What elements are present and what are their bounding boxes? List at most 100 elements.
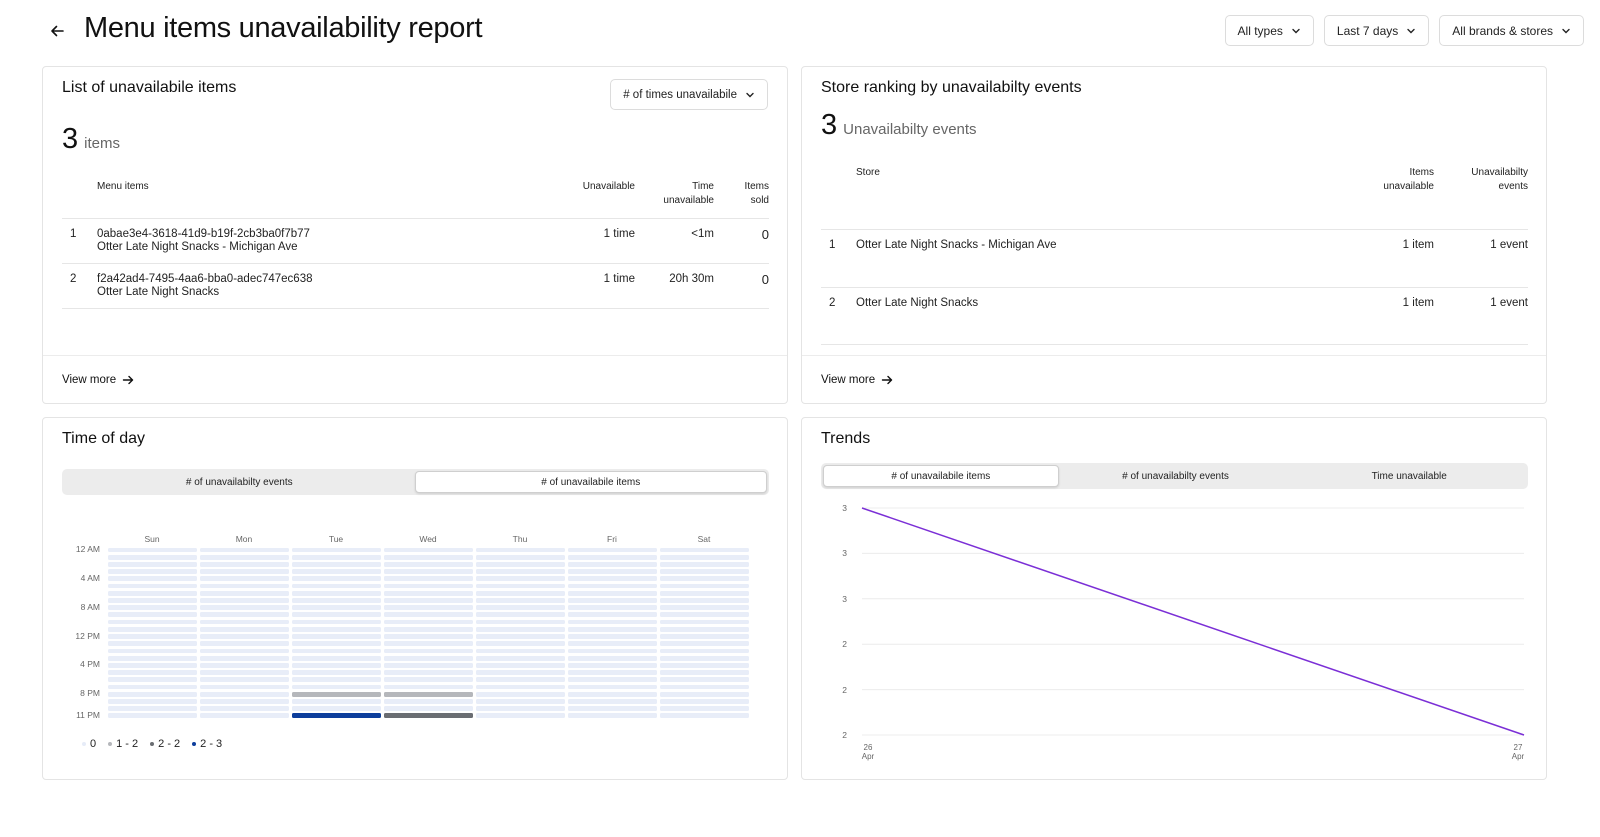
heatmap-cell[interactable] — [200, 612, 289, 618]
heatmap-cell[interactable] — [476, 583, 565, 589]
heatmap-cell[interactable] — [660, 590, 749, 596]
heatmap-cell[interactable] — [384, 605, 473, 611]
heatmap-cell[interactable] — [108, 619, 197, 625]
heatmap-cell[interactable] — [660, 706, 749, 711]
heatmap-cell[interactable] — [108, 634, 197, 639]
heatmap-cell[interactable] — [200, 698, 289, 704]
heatmap-cell[interactable] — [384, 641, 473, 647]
heatmap-cell[interactable] — [384, 684, 473, 690]
heatmap-cell[interactable] — [660, 605, 749, 611]
heatmap-cell[interactable] — [292, 634, 381, 639]
heatmap-cell[interactable] — [476, 706, 565, 711]
heatmap-cell[interactable] — [476, 684, 565, 690]
heatmap-cell[interactable] — [108, 713, 197, 719]
heatmap-cell[interactable] — [384, 677, 473, 683]
heatmap-cell[interactable] — [292, 677, 381, 683]
heatmap-cell[interactable] — [108, 662, 197, 668]
heatmap-cell[interactable] — [292, 569, 381, 575]
heatmap-cell[interactable] — [200, 662, 289, 668]
heatmap-cell[interactable] — [200, 706, 289, 711]
sort-select[interactable]: # of times unavailabile — [610, 79, 768, 110]
heatmap-cell[interactable] — [568, 670, 657, 675]
heatmap-cell[interactable] — [108, 598, 197, 603]
heatmap-cell[interactable] — [292, 662, 381, 668]
heatmap-cell[interactable] — [476, 698, 565, 704]
heatmap-cell[interactable] — [108, 670, 197, 675]
heatmap-cell[interactable] — [660, 576, 749, 582]
heatmap-cell[interactable] — [476, 619, 565, 625]
heatmap-cell[interactable] — [476, 648, 565, 654]
heatmap-cell[interactable] — [568, 691, 657, 697]
heatmap-cell[interactable] — [292, 612, 381, 618]
heatmap-cell[interactable] — [200, 641, 289, 647]
heatmap-cell[interactable] — [568, 648, 657, 654]
heatmap-cell[interactable] — [200, 677, 289, 683]
heatmap-cell[interactable] — [292, 590, 381, 596]
heatmap-cell[interactable] — [292, 605, 381, 611]
heatmap-cell[interactable] — [476, 691, 565, 697]
heatmap-cell[interactable] — [476, 612, 565, 618]
heatmap-cell[interactable] — [660, 684, 749, 690]
heatmap-cell[interactable] — [568, 634, 657, 639]
heatmap-cell[interactable] — [660, 634, 749, 639]
brands-stores-filter[interactable]: All brands & stores — [1439, 15, 1584, 46]
heatmap-cell[interactable] — [568, 562, 657, 567]
heatmap-cell[interactable] — [476, 605, 565, 611]
heatmap-cell[interactable] — [384, 554, 473, 560]
heatmap-cell[interactable] — [660, 626, 749, 632]
heatmap-cell[interactable] — [384, 583, 473, 589]
heatmap-cell[interactable] — [568, 662, 657, 668]
heatmap-cell[interactable] — [568, 684, 657, 690]
heatmap-cell[interactable] — [476, 626, 565, 632]
heatmap-cell[interactable] — [384, 547, 473, 553]
heatmap-cell[interactable] — [292, 598, 381, 603]
heatmap-cell[interactable] — [108, 684, 197, 690]
heatmap-cell[interactable] — [568, 626, 657, 632]
heatmap-cell[interactable] — [476, 569, 565, 575]
heatmap-cell[interactable] — [568, 554, 657, 560]
heatmap-cell[interactable] — [384, 713, 473, 719]
heatmap-cell[interactable] — [292, 670, 381, 675]
heatmap-cell[interactable] — [108, 605, 197, 611]
heatmap-cell[interactable] — [476, 576, 565, 582]
heatmap-cell[interactable] — [108, 590, 197, 596]
heatmap-cell[interactable] — [660, 713, 749, 719]
heatmap-cell[interactable] — [108, 626, 197, 632]
heatmap-cell[interactable] — [108, 677, 197, 683]
tab-unavailable-items[interactable]: # of unavailabile items — [823, 465, 1059, 487]
heatmap-cell[interactable] — [568, 677, 657, 683]
heatmap-cell[interactable] — [476, 547, 565, 553]
table-row[interactable]: 1 0abae3e4-3618-41d9-b19f-2cb3ba0f7b77 O… — [62, 218, 769, 263]
heatmap-cell[interactable] — [384, 662, 473, 668]
heatmap-cell[interactable] — [568, 598, 657, 603]
heatmap-cell[interactable] — [660, 619, 749, 625]
heatmap-cell[interactable] — [384, 619, 473, 625]
table-row[interactable]: 2 f2a42ad4-7495-4aa6-bba0-adec747ec638 O… — [62, 263, 769, 308]
heatmap-cell[interactable] — [200, 634, 289, 639]
heatmap-cell[interactable] — [200, 562, 289, 567]
heatmap-cell[interactable] — [476, 554, 565, 560]
heatmap-cell[interactable] — [568, 547, 657, 553]
heatmap-cell[interactable] — [108, 698, 197, 704]
heatmap-cell[interactable] — [384, 569, 473, 575]
date-range-filter[interactable]: Last 7 days — [1323, 15, 1430, 46]
heatmap-cell[interactable] — [292, 713, 381, 719]
heatmap-cell[interactable] — [292, 626, 381, 632]
heatmap-cell[interactable] — [660, 648, 749, 654]
heatmap-cell[interactable] — [568, 706, 657, 711]
heatmap-cell[interactable] — [568, 590, 657, 596]
heatmap-cell[interactable] — [108, 562, 197, 567]
heatmap-cell[interactable] — [384, 655, 473, 661]
heatmap-cell[interactable] — [108, 641, 197, 647]
heatmap-cell[interactable] — [476, 634, 565, 639]
back-button[interactable] — [46, 20, 68, 42]
heatmap-cell[interactable] — [568, 655, 657, 661]
heatmap-cell[interactable] — [200, 590, 289, 596]
heatmap-cell[interactable] — [292, 547, 381, 553]
heatmap-cell[interactable] — [200, 583, 289, 589]
heatmap-cell[interactable] — [108, 612, 197, 618]
table-row[interactable]: 1 Otter Late Night Snacks - Michigan Ave… — [821, 229, 1528, 287]
heatmap-cell[interactable] — [476, 590, 565, 596]
heatmap-cell[interactable] — [476, 562, 565, 567]
heatmap-cell[interactable] — [108, 706, 197, 711]
